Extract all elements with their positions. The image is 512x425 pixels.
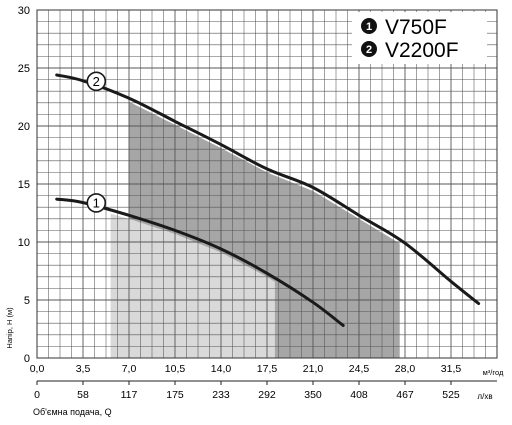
x-tick-label-bottom: 350 — [304, 389, 322, 401]
x-tick-label-bottom: 175 — [166, 389, 184, 401]
x-tick-label-top: 10,5 — [165, 363, 186, 375]
curve-marker-circle-1 — [86, 193, 107, 213]
y-axis-title: Напір, Н (м) — [5, 307, 14, 349]
curve-1 — [55, 197, 345, 327]
x-tick-label-bottom: 408 — [350, 389, 368, 401]
x-tick-label-top: 7,0 — [122, 363, 137, 375]
curve-marker-circle-2 — [86, 71, 107, 92]
x-axis-units-bottom: л/хв — [477, 392, 492, 401]
legend-marker-number: 2 — [366, 44, 372, 56]
y-tick-label: 20 — [18, 121, 30, 133]
curve-marker-label-1: 1 — [93, 195, 100, 210]
x-tick-label-top: 17,5 — [257, 363, 278, 375]
x-axis-units-top: м³/год — [483, 368, 504, 377]
legend-label: V750F — [385, 16, 447, 39]
legend: 1 V750F 2 V2200F — [361, 16, 459, 62]
x-tick-label-top: 28,0 — [395, 363, 416, 375]
y-tick-label: 25 — [18, 63, 30, 75]
curve-marker-label-2: 2 — [93, 74, 100, 89]
x-tick-label-top: 21,0 — [303, 363, 324, 375]
x-axis-title: Об'ємна подача, Q — [33, 407, 112, 417]
curve-2 — [55, 73, 481, 305]
x-tick-label-bottom: 0 — [34, 389, 40, 401]
plot-frame — [36, 9, 498, 359]
operating-region-1 — [110, 213, 275, 358]
y-tick-label: 10 — [18, 237, 30, 249]
legend-marker-1 — [361, 18, 377, 34]
x-tick-label-top: 3,5 — [76, 363, 91, 375]
x-tick-label-top: 24,5 — [349, 363, 370, 375]
x-tick-label-bottom: 292 — [258, 389, 276, 401]
x-tick-label-bottom: 58 — [77, 389, 89, 401]
legend-label: V2200F — [385, 39, 459, 62]
x-tick-label-bottom: 117 — [121, 389, 138, 401]
pump-curves: 12 — [55, 71, 481, 327]
y-axis: 0 5 10 15 20 25 30 Напір, Н (м) — [5, 5, 30, 365]
x-tick-label-bottom: 525 — [442, 389, 460, 401]
x-axis: 0,0 3,5 7,0 10,5 14,0 17,5 21,0 24,5 28,0 31,5 0 58… — [30, 363, 504, 417]
x-tick-label-top: 31,5 — [441, 363, 462, 375]
legend-marker-number: 1 — [366, 21, 372, 33]
x-tick-label-bottom: 467 — [396, 389, 414, 401]
y-tick-label: 15 — [18, 179, 30, 191]
x-tick-label-bottom: 233 — [212, 389, 230, 401]
y-tick-label: 30 — [18, 5, 30, 17]
x-tick-label-top: 14,0 — [211, 363, 232, 375]
operating-regions — [110, 101, 400, 358]
x-tick-label-top: 0,0 — [30, 363, 45, 375]
y-tick-label: 0 — [24, 353, 30, 365]
y-tick-label: 5 — [24, 295, 30, 307]
legend-marker-2 — [361, 41, 377, 57]
grid-lines — [36, 9, 498, 359]
